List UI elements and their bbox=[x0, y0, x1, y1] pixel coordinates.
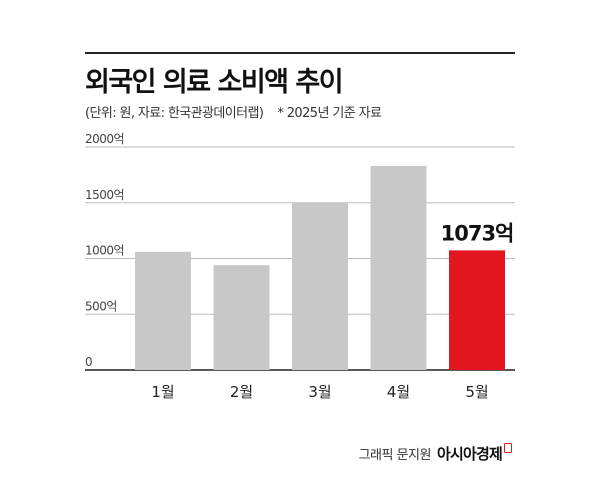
brand-logo-icon bbox=[504, 443, 512, 453]
y-tick-label: 2000억 bbox=[85, 132, 124, 146]
chart-title: 외국인 의료 소비액 추이 bbox=[85, 67, 344, 98]
bar bbox=[213, 265, 270, 370]
chart-subtitle: (단위: 원, 자료: 한국관광데이터랩) * 2025년 기준 자료 bbox=[85, 102, 382, 121]
x-tick-label: 5월 bbox=[465, 383, 488, 401]
top-rule bbox=[85, 52, 515, 54]
bar-highlighted bbox=[449, 250, 505, 370]
x-tick-label: 1월 bbox=[151, 383, 174, 401]
data-label: 1073억 bbox=[441, 221, 514, 245]
x-tick-label: 3월 bbox=[308, 383, 331, 401]
y-tick-label: 1500억 bbox=[85, 188, 124, 202]
source-note: (단위: 원, 자료: 한국관광데이터랩) bbox=[85, 106, 264, 121]
x-tick-label: 2월 bbox=[230, 383, 253, 401]
y-tick-label: 500억 bbox=[85, 299, 117, 313]
graphic-credit: 그래픽 문지원 bbox=[358, 448, 432, 463]
labels: 0 500억 1000억 1500억 2000억 1월 2월 3월 4월 5월 1073억 bbox=[85, 132, 514, 401]
bars bbox=[135, 165, 505, 370]
bar bbox=[370, 165, 427, 370]
basis-note: * 2025년 기준 자료 bbox=[277, 106, 382, 121]
credit-line: 그래픽 문지원 아시아경제 bbox=[359, 443, 512, 464]
bar bbox=[292, 202, 348, 370]
y-tick-label: 1000억 bbox=[85, 244, 124, 258]
bar bbox=[135, 251, 191, 370]
brand-name: 아시아경제 bbox=[436, 445, 503, 463]
x-tick-label: 4월 bbox=[387, 383, 410, 401]
y-tick-label: 0 bbox=[85, 355, 92, 369]
